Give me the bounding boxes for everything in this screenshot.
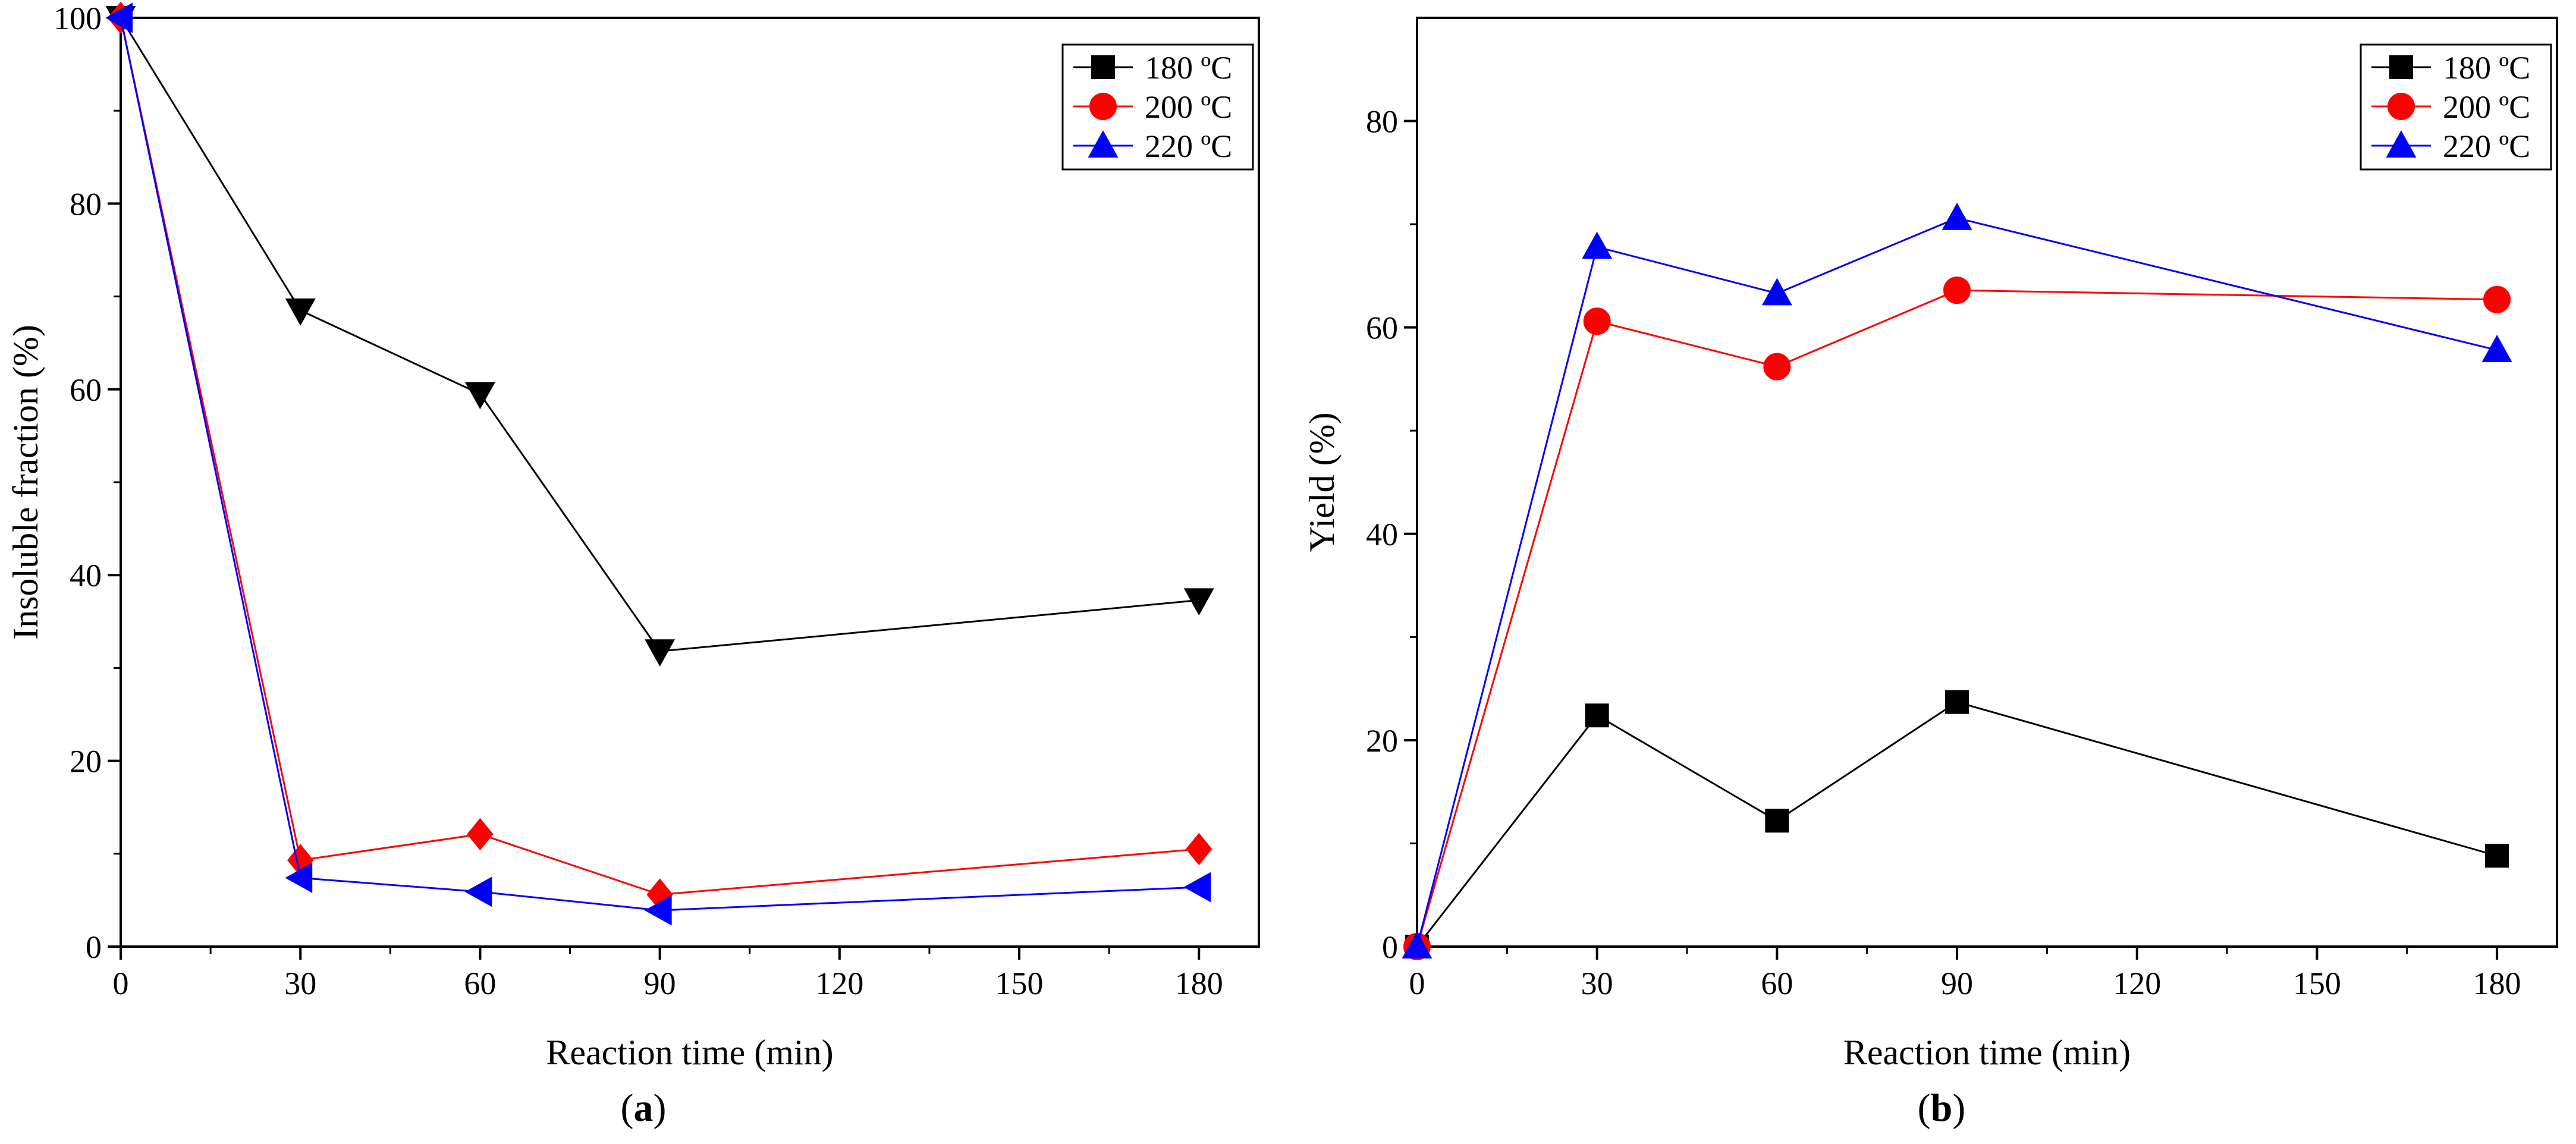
legend-marker <box>2387 93 2415 120</box>
x-tick-label: 60 <box>464 966 496 1001</box>
data-point <box>1761 278 1792 306</box>
legend-label: 200 ºC <box>2443 89 2530 125</box>
data-point <box>2485 844 2509 868</box>
data-point <box>1183 872 1211 903</box>
x-tick-label: 180 <box>1175 966 1223 1001</box>
data-point <box>2483 285 2511 313</box>
panel-label: (a) <box>621 1086 667 1130</box>
data-point <box>285 862 313 893</box>
x-tick-label: 150 <box>2293 966 2341 1001</box>
data-point <box>1183 588 1214 616</box>
panel-label: (b) <box>1918 1086 1966 1130</box>
series-2 <box>1402 202 2512 958</box>
data-point <box>1943 276 1971 304</box>
series-line <box>120 17 1199 652</box>
legend-label: 180 ºC <box>2443 50 2530 86</box>
x-tick-label: 60 <box>1761 966 1793 1001</box>
x-tick-label: 0 <box>1409 966 1425 1001</box>
x-tick-label: 90 <box>644 966 676 1001</box>
data-point <box>1402 931 1432 958</box>
plot-frame <box>1416 17 2558 948</box>
legend-marker <box>2386 130 2417 158</box>
data-point <box>644 895 672 926</box>
data-point <box>1942 202 1972 230</box>
x-tick-label: 0 <box>113 966 129 1001</box>
data-point <box>464 382 495 410</box>
legend-label: 220 ºC <box>2443 128 2530 164</box>
x-tick-label: 180 <box>2473 966 2521 1001</box>
legend-marker <box>2389 55 2413 79</box>
data-point <box>1763 353 1791 381</box>
series-line <box>1416 217 2498 947</box>
data-point <box>1585 703 1609 728</box>
legend-marker <box>1089 93 1117 120</box>
y-tick-label: 20 <box>70 744 102 780</box>
y-tick-label: 40 <box>1366 517 1398 552</box>
series-line <box>120 17 1199 896</box>
y-axis-label: Yield (%) <box>1302 413 1342 552</box>
data-point <box>1765 809 1789 833</box>
x-tick-label: 30 <box>1581 966 1613 1001</box>
y-axis-label: Insoluble fraction (%) <box>6 325 45 640</box>
y-tick-label: 100 <box>54 1 102 36</box>
x-axis-label: Reaction time (min) <box>546 1033 833 1072</box>
data-point <box>467 818 494 851</box>
legend-label: 200 ºC <box>1145 89 1232 125</box>
legend-label: 180 ºC <box>1145 50 1232 86</box>
series-0 <box>105 6 1214 667</box>
y-tick-label: 80 <box>70 186 102 222</box>
legend-label: 220 ºC <box>1145 128 1232 164</box>
data-point <box>1583 307 1611 335</box>
chart-panel-b: 0 30 60 90 120 150 180 0 20 40 60 80 Reaction time (… <box>1302 17 2558 1130</box>
series-0 <box>1405 690 2509 958</box>
x-tick-label: 150 <box>995 966 1044 1001</box>
data-point <box>645 639 676 667</box>
series-1 <box>107 1 1212 911</box>
y-tick-label: 20 <box>1366 723 1398 759</box>
data-point <box>1945 690 1969 714</box>
data-point <box>2481 335 2512 362</box>
series-line <box>1416 701 2498 947</box>
x-tick-label: 120 <box>815 966 863 1001</box>
chart-panel-a: 0 30 60 90 120 150 180 0 20 40 60 80 100 Reaction tim… <box>6 1 1260 1130</box>
y-tick-label: 80 <box>1366 104 1398 140</box>
y-tick-label: 40 <box>70 558 102 593</box>
series-1 <box>1403 276 2511 960</box>
legend-marker <box>1088 130 1119 158</box>
series-2 <box>105 2 1211 926</box>
y-tick-label: 60 <box>70 372 102 408</box>
y-tick-label: 0 <box>1382 929 1398 965</box>
data-point <box>285 298 316 326</box>
x-tick-label: 120 <box>2113 966 2161 1001</box>
data-point <box>1582 231 1613 259</box>
x-tick-label: 30 <box>284 966 316 1001</box>
series-line <box>1416 289 2498 947</box>
y-tick-label: 60 <box>1366 310 1398 346</box>
data-point <box>464 876 492 907</box>
x-axis-label: Reaction time (min) <box>1843 1033 2131 1072</box>
y-tick-label: 0 <box>86 929 102 965</box>
data-point <box>1186 832 1212 866</box>
data-point <box>105 2 133 33</box>
legend-marker <box>1091 55 1115 79</box>
x-tick-label: 90 <box>1941 966 1973 1001</box>
